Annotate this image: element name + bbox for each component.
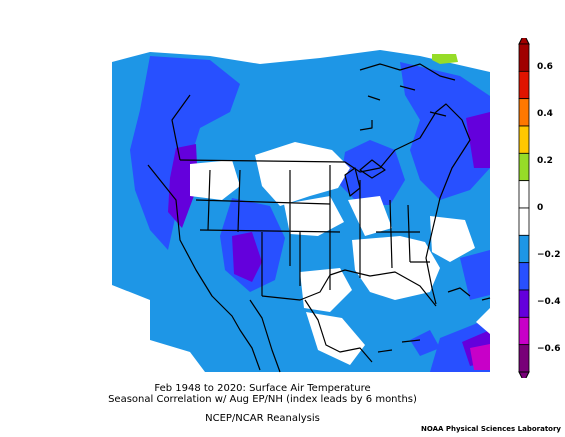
colorbar: [518, 38, 530, 378]
colorbar-segment: [518, 43, 530, 72]
colorbar-segment: [518, 207, 530, 236]
colorbar-segment: [518, 289, 530, 318]
colorbar-segment: [518, 98, 530, 127]
caption-dataset: NCEP/NCAR Reanalysis: [205, 413, 320, 424]
colorbar-segment: [518, 234, 530, 264]
negative-correlation-regions: [130, 56, 490, 372]
colorbar-segment: [518, 152, 530, 182]
caption-subtitle: Seasonal Correlation w/ Aug EP/NH (index…: [108, 394, 417, 405]
colorbar-segment: [518, 344, 530, 373]
colorbar-tick-label: 0: [537, 203, 544, 213]
colorbar-segment: [518, 70, 530, 100]
colorbar-tick-label: −0.4: [537, 296, 561, 307]
colorbar-tick-label: 0.2: [537, 156, 553, 167]
colorbar-segment: [518, 125, 530, 154]
magenta-region: [470, 344, 490, 370]
colorbar-segment: [518, 316, 530, 346]
colorbar-tick-label: 0.4: [537, 109, 553, 120]
colorbar-segment: [518, 262, 530, 291]
colorbar-tick-label: 0.6: [537, 62, 553, 73]
colorbar-bottom-arrow: [518, 371, 530, 378]
colorbar-segment: [518, 180, 530, 209]
colorbar-top-arrow: [518, 38, 530, 45]
coastlines-and-borders: [147, 63, 491, 373]
caption-title: Feb 1948 to 2020: Surface Air Temperatur…: [154, 383, 371, 394]
correlation-map: [112, 50, 491, 373]
neutral-regions: [190, 142, 490, 365]
positive-region: [432, 54, 458, 64]
colorbar-tick-label: −0.2: [537, 249, 561, 260]
colorbar-tick-label: −0.6: [537, 343, 561, 354]
credit-label: NOAA Physical Sciences Laboratory: [420, 425, 561, 433]
